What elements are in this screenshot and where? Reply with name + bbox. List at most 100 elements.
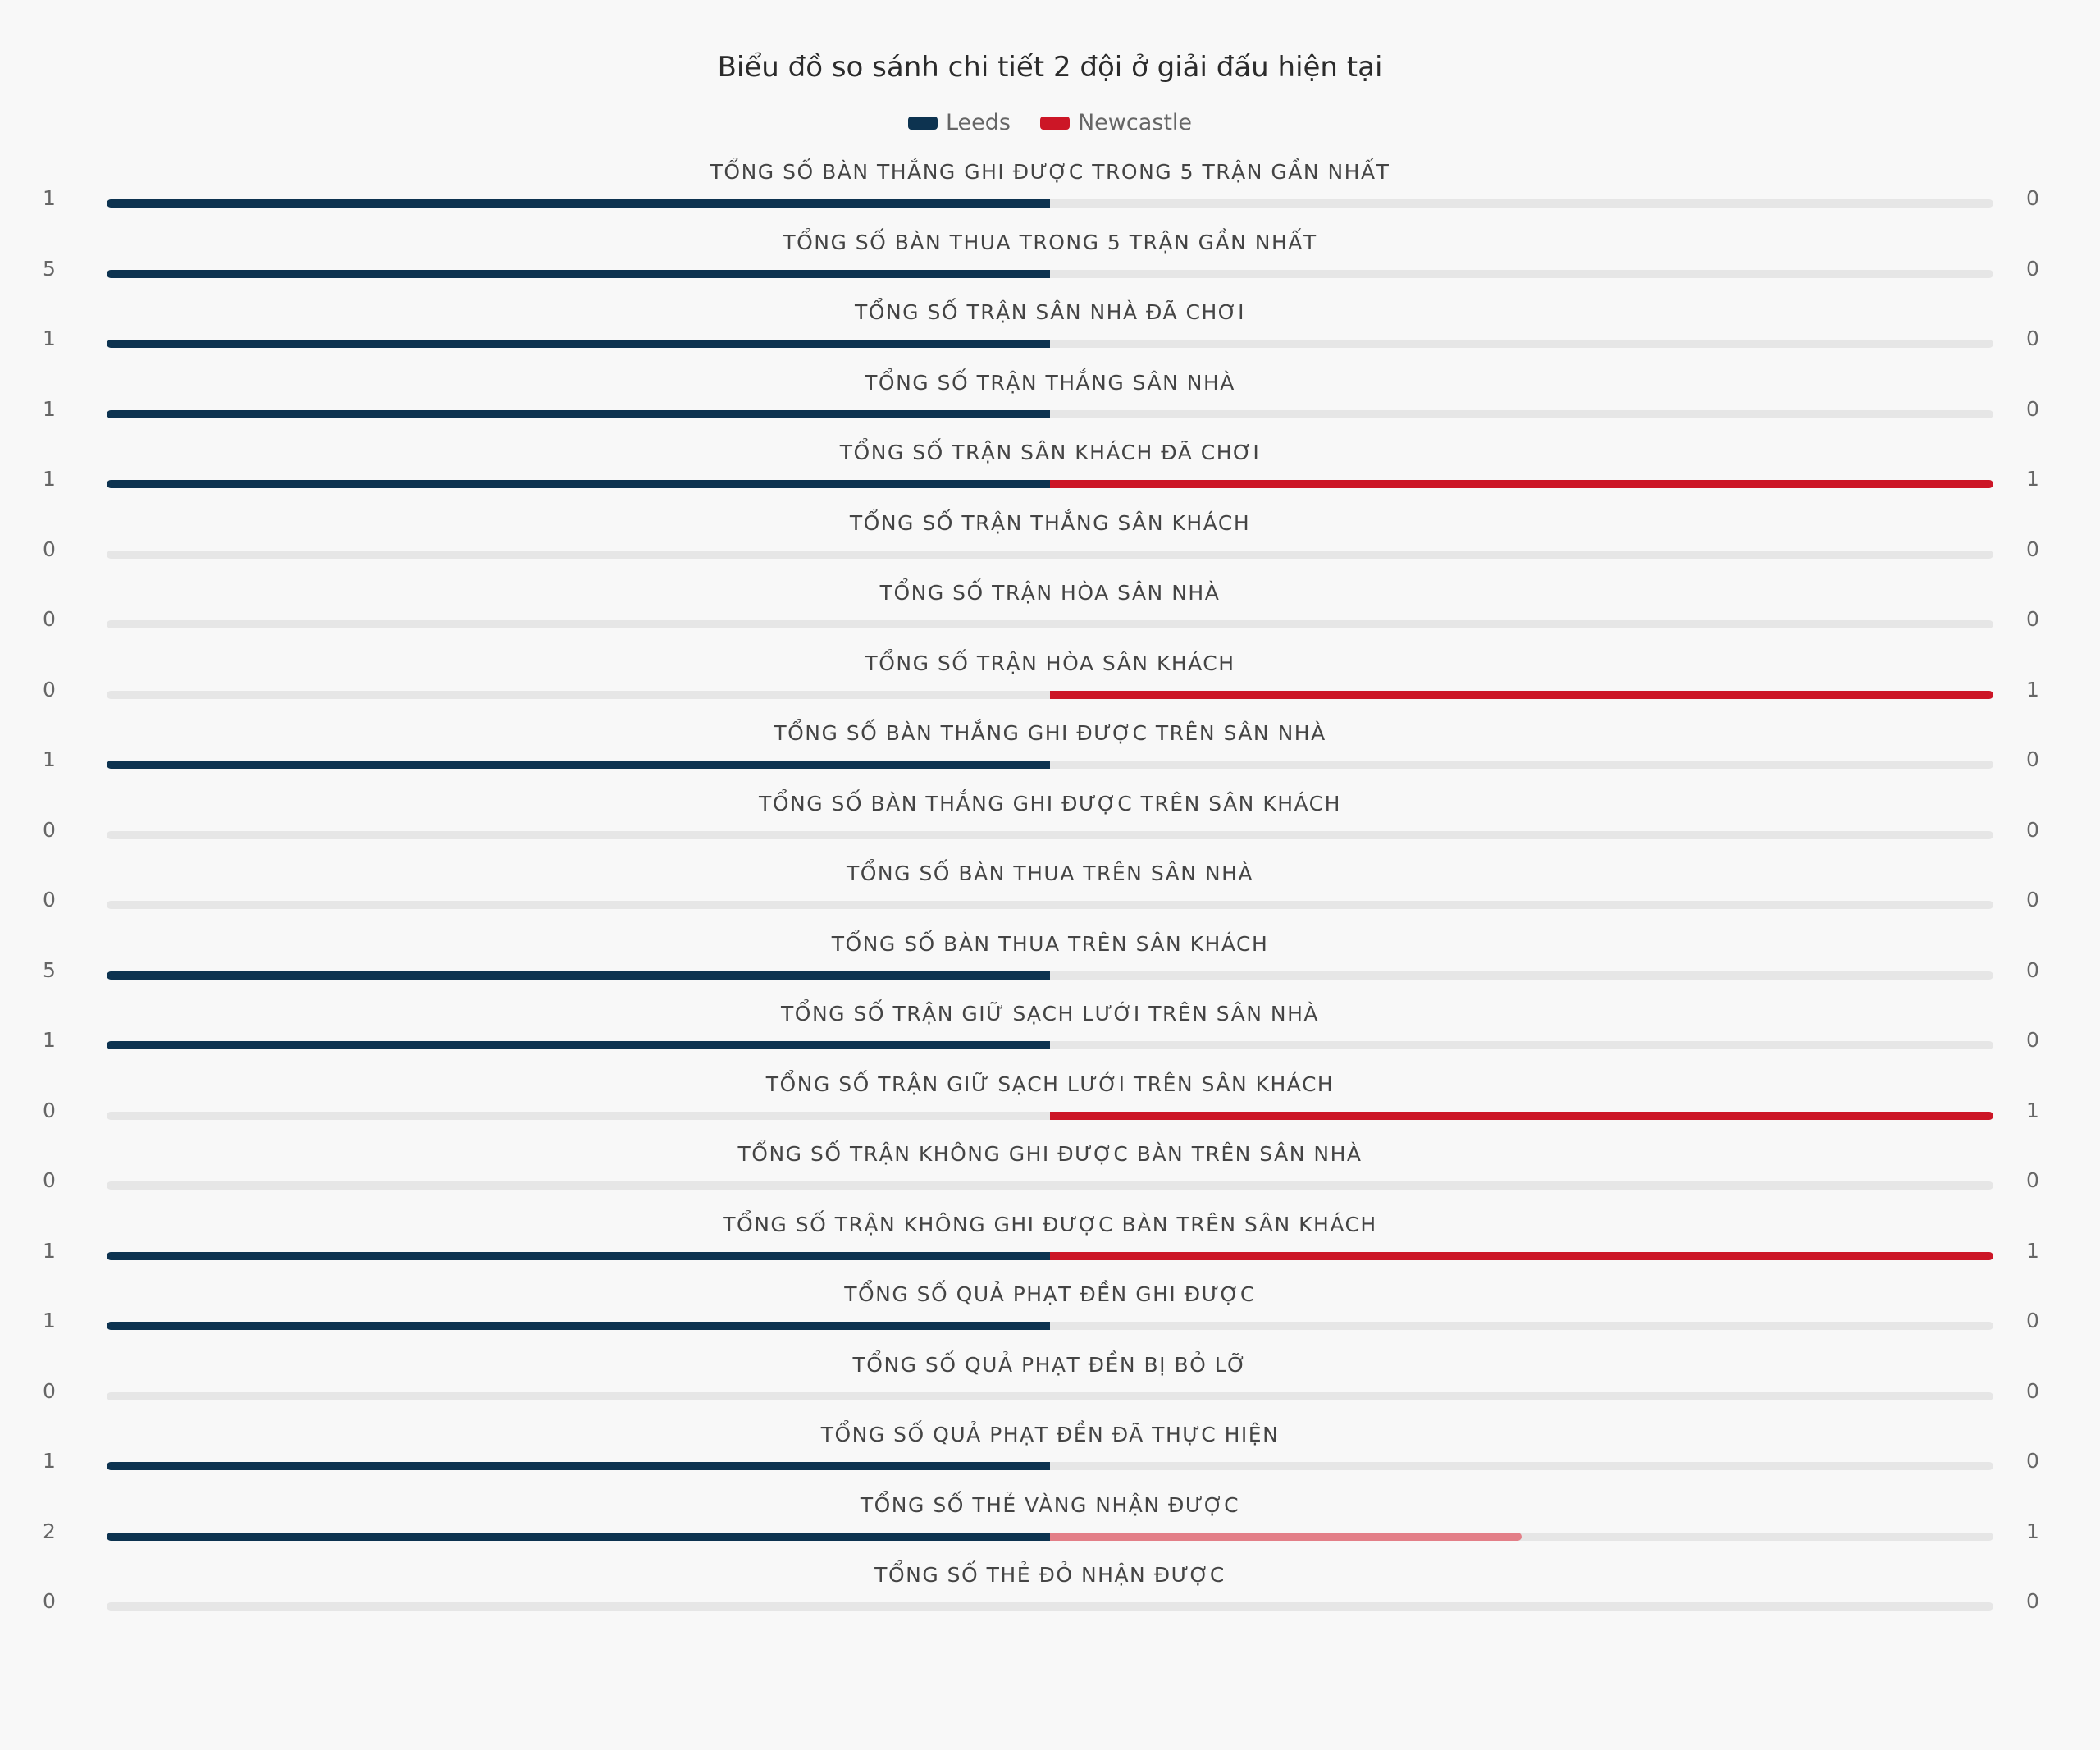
row-label: TỔNG SỐ TRẬN SÂN KHÁCH ĐÃ CHƠI <box>839 441 1261 464</box>
leeds-bar[interactable] <box>107 409 1050 418</box>
newcastle-value: 0 <box>2026 1589 2039 1613</box>
leeds-value: 0 <box>43 1589 56 1613</box>
bar-track <box>107 1391 1993 1400</box>
newcastle-value: 0 <box>2026 327 2039 350</box>
newcastle-bar[interactable] <box>1050 690 1993 699</box>
row-label: TỔNG SỐ THẺ VÀNG NHẬN ĐƯỢC <box>860 1492 1240 1517</box>
newcastle-bar[interactable] <box>1050 1532 1522 1541</box>
leeds-bar[interactable] <box>107 480 1050 488</box>
newcastle-value: 0 <box>2026 537 2039 561</box>
leeds-value: 5 <box>43 957 56 982</box>
newcastle-value: 0 <box>2026 1168 2039 1192</box>
bar-track <box>107 901 1993 909</box>
leeds-value: 1 <box>43 396 56 421</box>
bar-track <box>107 761 1993 769</box>
row-label: TỔNG SỐ BÀN THẮNG GHI ĐƯỢC TRÊN SÂN KHÁC… <box>759 791 1341 816</box>
row-label: TỔNG SỐ TRẬN GIỮ SẠCH LƯỚI TRÊN SÂN NHÀ <box>781 1002 1319 1026</box>
newcastle-value: 0 <box>2026 186 2039 210</box>
row-label: TỔNG SỐ TRẬN KHÔNG GHI ĐƯỢC BÀN TRÊN SÂN… <box>737 1142 1363 1166</box>
leeds-bar[interactable] <box>107 1251 1050 1260</box>
newcastle-value: 0 <box>2026 957 2039 982</box>
chart-title: Biểu đồ so sánh chi tiết 2 đội ở giải đấ… <box>717 51 1383 84</box>
row-label: TỔNG SỐ TRẬN HÒA SÂN NHÀ <box>879 581 1221 605</box>
newcastle-value: 0 <box>2026 747 2039 771</box>
row-label: TỔNG SỐ BÀN THUA TRÊN SÂN KHÁCH <box>831 931 1269 956</box>
leeds-bar[interactable] <box>107 1462 1050 1470</box>
leeds-value: 1 <box>43 1028 56 1052</box>
leeds-bar[interactable] <box>107 199 1050 208</box>
legend-label-leeds: Leeds <box>945 110 1011 135</box>
row-label: TỔNG SỐ TRẬN GIỮ SẠCH LƯỚI TRÊN SÂN KHÁC… <box>765 1071 1335 1096</box>
legend-item-leeds[interactable]: Leeds <box>907 110 1011 135</box>
newcastle-value: 0 <box>2026 817 2039 842</box>
row-label: TỔNG SỐ THẺ ĐỎ NHẬN ĐƯỢC <box>874 1563 1226 1587</box>
newcastle-value: 0 <box>2026 396 2039 421</box>
leeds-value: 0 <box>43 1378 56 1403</box>
newcastle-value: 0 <box>2026 1309 2039 1332</box>
bar-track <box>107 340 1993 348</box>
leeds-value: 0 <box>43 677 56 701</box>
leeds-bar[interactable] <box>107 1041 1050 1049</box>
leeds-bar[interactable] <box>107 340 1050 348</box>
legend-swatch-leeds <box>907 116 938 130</box>
leeds-value: 1 <box>43 1238 56 1263</box>
bar-track <box>107 269 1993 278</box>
leeds-bar[interactable] <box>107 1322 1050 1330</box>
legend-swatch-newcastle <box>1039 116 1070 130</box>
newcastle-bar[interactable] <box>1050 480 1993 488</box>
row-label: TỔNG SỐ BÀN THUA TRONG 5 TRẬN GẦN NHẤT <box>783 230 1317 254</box>
row-label: TỔNG SỐ BÀN THẮNG GHI ĐƯỢC TRONG 5 TRẬN … <box>710 160 1390 184</box>
chart-legend: Leeds Newcastle <box>0 110 2100 135</box>
newcastle-value: 1 <box>2026 1098 2039 1122</box>
leeds-bar[interactable] <box>107 761 1050 769</box>
newcastle-value: 0 <box>2026 1378 2039 1403</box>
bar-track <box>107 1532 1993 1541</box>
row-label: TỔNG SỐ QUẢ PHẠT ĐỀN ĐÃ THỰC HIỆN <box>820 1423 1280 1446</box>
newcastle-value: 1 <box>2026 677 2039 701</box>
legend-label-newcastle: Newcastle <box>1077 110 1193 135</box>
leeds-value: 0 <box>43 1098 56 1122</box>
leeds-bar[interactable] <box>107 1532 1050 1541</box>
newcastle-bar[interactable] <box>1050 1251 1993 1260</box>
leeds-bar[interactable] <box>107 971 1050 980</box>
legend-item-newcastle[interactable]: Newcastle <box>1039 110 1193 135</box>
bar-track <box>107 1322 1993 1330</box>
leeds-value: 2 <box>43 1519 56 1543</box>
bar-track <box>107 830 1993 839</box>
bar-track <box>107 1462 1993 1470</box>
bar-track <box>107 550 1993 559</box>
row-label: TỔNG SỐ TRẬN SÂN NHÀ ĐÃ CHƠI <box>855 300 1245 324</box>
newcastle-value: 0 <box>2026 888 2039 912</box>
leeds-value: 0 <box>43 537 56 561</box>
newcastle-bar[interactable] <box>1050 1111 1993 1120</box>
row-label: TỔNG SỐ TRẬN HÒA SÂN KHÁCH <box>865 651 1235 675</box>
leeds-bar[interactable] <box>107 269 1050 278</box>
leeds-value: 1 <box>43 747 56 771</box>
leeds-value: 1 <box>43 1449 56 1473</box>
bar-track <box>107 1602 1993 1611</box>
leeds-value: 1 <box>43 467 56 491</box>
leeds-value: 0 <box>43 607 56 631</box>
bar-track <box>107 1181 1993 1190</box>
bar-track <box>107 1041 1993 1049</box>
newcastle-value: 0 <box>2026 607 2039 631</box>
leeds-value: 1 <box>43 327 56 350</box>
bar-track <box>107 690 1993 699</box>
bar-track <box>107 409 1993 418</box>
newcastle-value: 1 <box>2026 467 2039 491</box>
leeds-value: 0 <box>43 817 56 842</box>
leeds-value: 0 <box>43 888 56 912</box>
newcastle-value: 1 <box>2026 1238 2039 1263</box>
leeds-value: 5 <box>43 256 56 281</box>
newcastle-value: 0 <box>2026 1028 2039 1052</box>
leeds-value: 1 <box>43 1309 56 1332</box>
row-label: TỔNG SỐ BÀN THUA TRÊN SÂN NHÀ <box>846 861 1254 885</box>
bar-track <box>107 620 1993 628</box>
bar-track <box>107 199 1993 208</box>
bar-track <box>107 480 1993 488</box>
row-label: TỔNG SỐ TRẬN THẮNG SÂN NHÀ <box>865 370 1235 395</box>
bar-track <box>107 1251 1993 1260</box>
bar-track <box>107 1111 1993 1120</box>
leeds-value: 1 <box>43 186 56 210</box>
